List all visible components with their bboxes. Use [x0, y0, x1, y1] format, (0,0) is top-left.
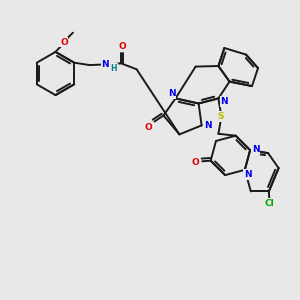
Text: N: N — [244, 170, 252, 179]
Text: S: S — [218, 112, 224, 121]
Text: O: O — [191, 158, 199, 167]
Text: O: O — [145, 123, 152, 132]
Text: N: N — [204, 121, 212, 130]
Text: O: O — [118, 42, 126, 51]
Text: Cl: Cl — [265, 199, 274, 208]
Text: N: N — [102, 60, 109, 69]
Text: N: N — [220, 97, 228, 106]
Text: O: O — [60, 38, 68, 47]
Text: H: H — [111, 64, 117, 73]
Text: N: N — [168, 89, 176, 98]
Text: N: N — [252, 145, 259, 154]
